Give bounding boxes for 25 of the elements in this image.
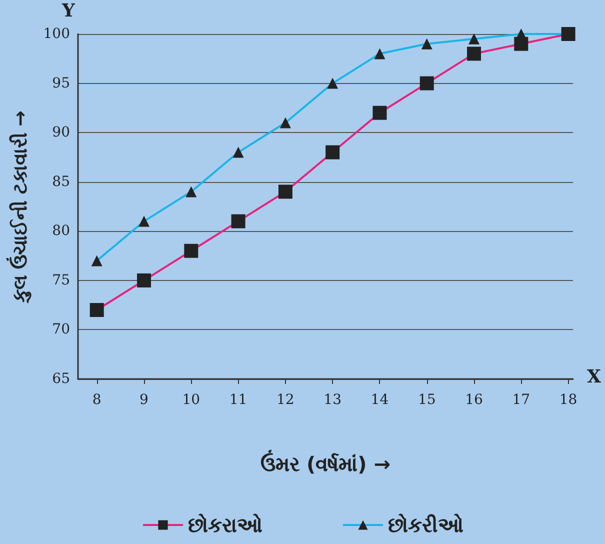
x-tick-label: 8	[92, 392, 102, 408]
text: X	[587, 366, 602, 388]
x-tick-label: 11	[229, 392, 248, 408]
y-tick-label: 80	[52, 223, 70, 240]
x-tick-label: 18	[559, 392, 578, 408]
x-tick-label: 10	[182, 392, 200, 408]
text: Y	[61, 0, 76, 22]
x-axis-title: ઉંમર (વર્ષમાં) →	[260, 449, 390, 476]
y-tick-label: 75	[52, 272, 70, 288]
x-tick-label: 9	[140, 392, 148, 408]
y-tick-label: 95	[52, 75, 70, 92]
y-axis-title: કુલ ઉંચાઈની ટકાવારી →	[6, 110, 32, 304]
x-tick-label: 13	[324, 392, 342, 408]
y-tick-label: 90	[52, 124, 70, 141]
y-tick-label: 85	[52, 174, 70, 190]
y-tick-label: 70	[52, 322, 70, 338]
x-tick-label: 14	[370, 392, 389, 408]
legend-label: છોકરાઓ	[188, 513, 263, 537]
legend-label: છોકરીઓ	[388, 513, 464, 537]
x-tick-label: 17	[512, 392, 530, 408]
y-tick-label: 100	[43, 26, 70, 42]
x-tick-label: 16	[465, 392, 483, 408]
x-tick-label: 12	[276, 392, 294, 408]
y-tick-label: 65	[52, 371, 70, 387]
x-tick-label: 15	[418, 392, 436, 408]
